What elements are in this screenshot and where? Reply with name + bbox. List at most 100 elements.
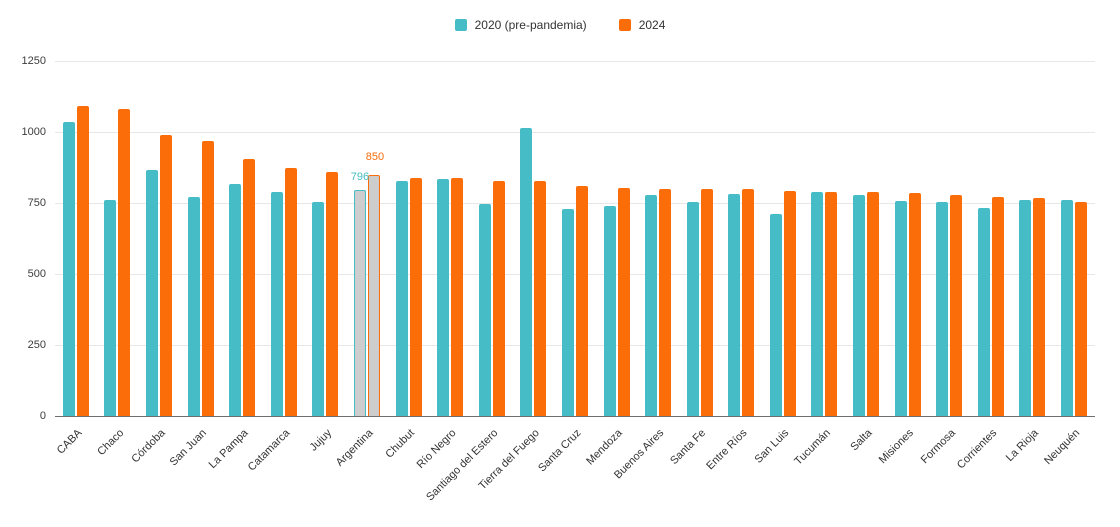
y-axis-tick: 1000 <box>21 126 46 138</box>
x-axis-label: Salta <box>848 427 875 454</box>
bar-2024-santiago-del-estero[interactable] <box>492 181 505 416</box>
bar-2024-buenos-aires[interactable] <box>659 188 672 416</box>
x-axis-label: Chubut <box>383 427 418 461</box>
bar-2020-rio-negro[interactable] <box>437 178 450 416</box>
legend-swatch-2024-icon <box>618 19 631 31</box>
bar-2024-corrientes[interactable] <box>991 197 1004 416</box>
bar-2020-san-luis[interactable] <box>769 213 782 416</box>
bar-2020-corrientes[interactable] <box>977 208 990 416</box>
bar-2020-neuquen[interactable] <box>1061 200 1074 416</box>
bar-2024-santa-cruz[interactable] <box>575 185 588 416</box>
legend-item-2020[interactable]: 2020 (pre-pandemia) <box>454 18 587 32</box>
x-cell-cordoba: Córdoba <box>129 417 180 525</box>
x-axis-label: CABA <box>54 427 85 457</box>
legend-item-2024[interactable]: 2024 <box>618 18 665 32</box>
bar-group-entre-rios <box>721 61 763 416</box>
bar-2020-buenos-aires[interactable] <box>645 195 658 416</box>
bar-2020-cordoba[interactable] <box>145 170 158 416</box>
bar-2020-entre-rios[interactable] <box>728 194 741 416</box>
bar-2020-tierra-del-fuego[interactable] <box>520 127 533 416</box>
x-cell-santa-fe: Santa Fe <box>668 417 721 525</box>
bar-2020-mendoza[interactable] <box>603 205 616 416</box>
x-cell-san-luis: San Luis <box>753 417 804 525</box>
legend-label-2020: 2020 (pre-pandemia) <box>474 18 587 32</box>
bar-2024-tierra-del-fuego[interactable] <box>534 181 547 416</box>
bar-2020-la-rioja[interactable] <box>1019 200 1032 416</box>
y-axis-tick: 250 <box>27 339 46 351</box>
bar-group-neuquen <box>1053 61 1095 416</box>
x-cell-chaco: Chaco <box>95 417 139 525</box>
bar-2024-formosa[interactable] <box>950 195 963 416</box>
bar-2024-tucuman[interactable] <box>825 191 838 416</box>
bar-2020-tucuman[interactable] <box>811 192 824 416</box>
bar-group-argentina: 796 850 <box>346 61 388 416</box>
bar-2020-chaco[interactable] <box>104 199 117 416</box>
bar-2024-rio-negro[interactable] <box>451 178 464 416</box>
x-cell-neuquen: Neuquén <box>1042 417 1095 525</box>
bar-2020-jujuy[interactable] <box>312 202 325 416</box>
bar-group-santa-cruz <box>554 61 596 416</box>
bar-2020-formosa[interactable] <box>936 202 949 416</box>
x-cell-misiones: Misiones <box>877 417 929 525</box>
bar-group-caba <box>55 61 97 416</box>
gridline <box>55 203 1095 204</box>
bar-2020-misiones[interactable] <box>894 201 907 416</box>
bar-2020-san-juan[interactable] <box>187 197 200 416</box>
bar-2024-neuquen[interactable] <box>1075 201 1088 416</box>
bar-group-la-pampa <box>221 61 263 416</box>
bar-group-santa-fe <box>679 61 721 416</box>
x-cell-tucuman: Tucumán <box>792 417 846 525</box>
bar-2024-san-luis[interactable] <box>783 191 796 416</box>
gridline <box>55 132 1095 133</box>
bar-2024-jujuy[interactable] <box>326 171 339 416</box>
x-axis-baseline <box>55 416 1095 417</box>
bar-group-tierra-del-fuego <box>513 61 555 416</box>
bar-2024-misiones[interactable] <box>908 192 921 416</box>
bar-2020-argentina[interactable] <box>353 189 366 416</box>
y-axis-tick: 1250 <box>21 55 46 67</box>
bar-group-salta <box>845 61 887 416</box>
bar-2024-cordoba[interactable] <box>159 134 172 416</box>
x-cell-salta: Salta <box>845 417 887 525</box>
x-cell-entre-rios: Entre Ríos <box>705 417 763 525</box>
bar-2024-san-juan[interactable] <box>201 140 214 416</box>
bar-group-san-juan <box>180 61 222 416</box>
bar-2020-salta[interactable] <box>853 195 866 416</box>
bar-2024-la-pampa[interactable] <box>243 158 256 416</box>
bar-2020-santa-cruz[interactable] <box>561 208 574 416</box>
bar-group-chubut <box>388 61 430 416</box>
x-axis-label: Jujuy <box>307 427 334 454</box>
bar-2024-argentina[interactable] <box>367 174 380 416</box>
legend: 2020 (pre-pandemia) 2024 <box>0 18 1120 32</box>
bar-2024-entre-rios[interactable] <box>742 188 755 416</box>
x-axis: CABA Chaco Córdoba San Juan La Pampa Catamarc… <box>55 417 1095 525</box>
bar-group-cordoba <box>138 61 180 416</box>
bar-2024-chaco[interactable] <box>118 109 131 416</box>
bar-2020-catamarca[interactable] <box>270 191 283 416</box>
gridline <box>55 345 1095 346</box>
bar-2024-caba[interactable] <box>76 106 89 416</box>
bar-2020-chubut[interactable] <box>395 180 408 416</box>
bar-2020-caba[interactable] <box>62 122 75 416</box>
x-cell-buenos-aires: Buenos Aires <box>612 417 679 525</box>
bar-group-la-rioja <box>1012 61 1054 416</box>
y-axis-tick: 750 <box>27 197 46 209</box>
legend-swatch-2020-icon <box>454 19 467 31</box>
highlight-value-2020: 796 <box>350 170 370 183</box>
bar-group-misiones <box>887 61 929 416</box>
bar-2024-la-rioja[interactable] <box>1033 197 1046 416</box>
bar-2024-mendoza[interactable] <box>617 187 630 416</box>
bar-2020-santa-fe[interactable] <box>686 201 699 416</box>
bar-2024-salta[interactable] <box>867 191 880 416</box>
x-cell-catamarca: Catamarca <box>246 417 305 525</box>
bar-2020-santiago-del-estero[interactable] <box>478 204 491 416</box>
bar-2024-chubut[interactable] <box>409 178 422 416</box>
gridline <box>55 61 1095 62</box>
bar-group-santiago-del-estero <box>471 61 513 416</box>
x-cell-santa-cruz: Santa Cruz <box>536 417 596 525</box>
bar-2024-catamarca[interactable] <box>284 167 297 416</box>
bar-2020-la-pampa[interactable] <box>229 183 242 416</box>
x-cell-formosa: Formosa <box>919 417 970 525</box>
bars-layer: 796 850 <box>55 61 1095 416</box>
bar-2024-santa-fe[interactable] <box>700 188 713 416</box>
